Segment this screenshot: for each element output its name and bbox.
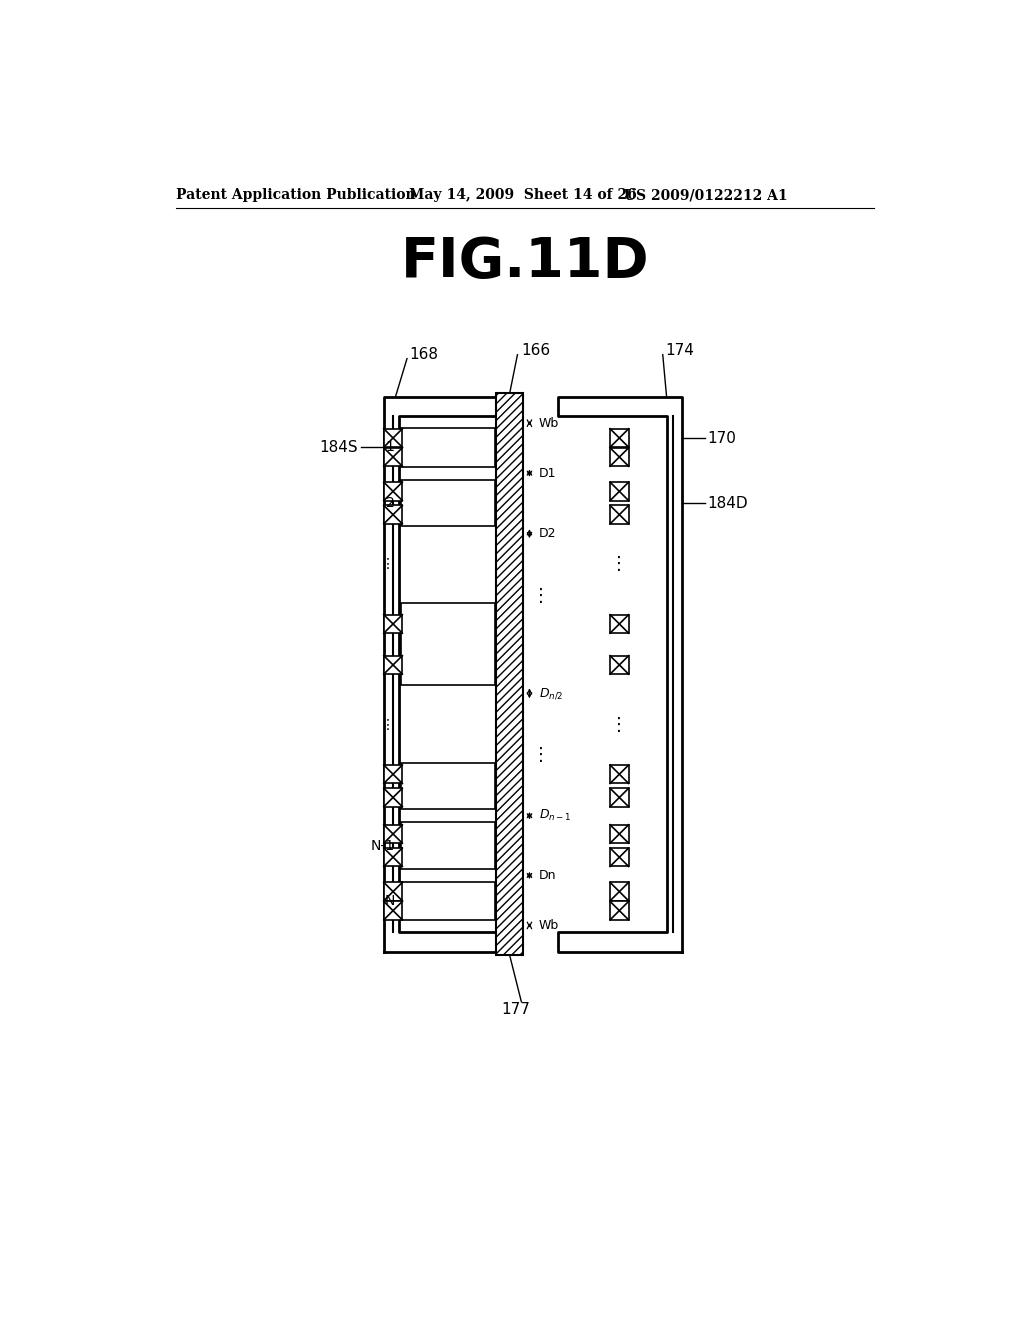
Text: 166: 166 [521, 343, 551, 359]
Bar [400, 603, 495, 685]
Bar [400, 822, 495, 869]
Bar [610, 447, 629, 466]
Bar [384, 482, 402, 500]
Text: N: N [384, 894, 394, 908]
Bar [400, 882, 495, 920]
Text: D2: D2 [539, 527, 556, 540]
Text: May 14, 2009  Sheet 14 of 26: May 14, 2009 Sheet 14 of 26 [409, 189, 636, 202]
Bar [610, 429, 629, 447]
Bar [610, 902, 629, 920]
Bar [384, 825, 402, 843]
Text: $D_{n/2}$: $D_{n/2}$ [539, 686, 563, 701]
Text: ⋮: ⋮ [384, 715, 402, 734]
Text: 177: 177 [502, 1002, 530, 1016]
Text: 184S: 184S [319, 440, 358, 455]
Bar [610, 656, 629, 675]
Bar [384, 615, 402, 634]
Bar [384, 429, 402, 447]
Text: US 2009/0122212 A1: US 2009/0122212 A1 [624, 189, 787, 202]
Text: D1: D1 [539, 467, 556, 479]
Bar [384, 788, 402, 807]
Bar [496, 393, 523, 956]
Bar [610, 482, 629, 500]
Bar [610, 766, 629, 784]
Text: Wb: Wb [539, 417, 559, 430]
Bar [610, 615, 629, 634]
Bar [610, 825, 629, 843]
Bar [400, 429, 495, 466]
Bar [384, 847, 402, 866]
Text: 170: 170 [708, 430, 736, 446]
Text: Patent Application Publication: Patent Application Publication [176, 189, 416, 202]
Text: FIG.11D: FIG.11D [400, 235, 649, 289]
Text: ⋮: ⋮ [610, 556, 629, 573]
Text: 174: 174 [665, 343, 694, 359]
Bar [384, 902, 402, 920]
Bar [384, 447, 402, 466]
Bar [384, 766, 402, 784]
Bar [610, 847, 629, 866]
Bar [400, 479, 495, 527]
Bar [610, 788, 629, 807]
Polygon shape [558, 397, 682, 952]
Text: Wb: Wb [539, 919, 559, 932]
Text: $D_{n-1}$: $D_{n-1}$ [539, 808, 571, 824]
Bar [384, 882, 402, 900]
Text: N-1: N-1 [371, 838, 394, 853]
Text: ⋮: ⋮ [381, 718, 394, 731]
Text: Dn: Dn [539, 869, 556, 882]
Text: ⋮: ⋮ [610, 715, 629, 734]
Bar [610, 506, 629, 524]
Text: 2: 2 [386, 496, 394, 510]
Text: 184D: 184D [708, 495, 749, 511]
Text: ⋮: ⋮ [384, 556, 402, 573]
Text: ⋮: ⋮ [532, 586, 550, 605]
Bar [384, 656, 402, 675]
Text: ⋮: ⋮ [532, 746, 550, 764]
Bar [610, 882, 629, 900]
Text: 1: 1 [386, 441, 394, 454]
Bar [384, 506, 402, 524]
Text: 168: 168 [410, 347, 438, 362]
Polygon shape [384, 397, 508, 952]
Bar [400, 763, 495, 809]
Text: ⋮: ⋮ [381, 557, 394, 572]
